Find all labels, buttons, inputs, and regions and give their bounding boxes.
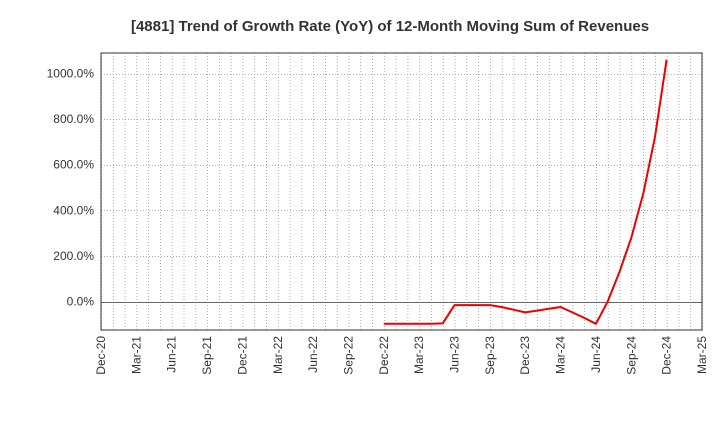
x-tick-label: Dec-21 bbox=[235, 336, 249, 375]
y-tick-label: 1000.0% bbox=[47, 67, 95, 81]
x-tick-label: Sep-23 bbox=[483, 336, 497, 375]
x-tick-labels: Dec-20 Mar-21 Jun-21 Sep-21 Dec-21 Mar-22 Jun-… bbox=[94, 336, 709, 375]
y-tick-label: 800.0% bbox=[53, 112, 94, 126]
chart-title: [4881] Trend of Growth Rate (YoY) of 12-… bbox=[131, 18, 649, 35]
y-tick-label: 200.0% bbox=[53, 249, 94, 263]
series-layer bbox=[383, 59, 668, 325]
grid-lines bbox=[101, 53, 703, 330]
x-tick-label: Jun-24 bbox=[589, 336, 603, 373]
series-line bbox=[383, 59, 668, 325]
x-tick-label: Mar-22 bbox=[271, 336, 285, 374]
x-tick-label: Mar-23 bbox=[412, 336, 426, 374]
x-tick-label: Sep-21 bbox=[200, 336, 214, 375]
y-tick-label: 600.0% bbox=[53, 158, 94, 172]
plot-area bbox=[101, 53, 702, 330]
x-tick-label: Dec-24 bbox=[660, 336, 674, 375]
x-tick-label: Jun-23 bbox=[448, 336, 462, 373]
x-tick-label: Jun-21 bbox=[165, 336, 179, 373]
y-tick-label: 400.0% bbox=[53, 203, 94, 217]
x-tick-label: Mar-21 bbox=[129, 336, 143, 374]
x-tick-label: Mar-24 bbox=[554, 336, 568, 374]
plot-frame bbox=[100, 52, 703, 331]
x-tick-label: Mar-25 bbox=[695, 336, 709, 374]
x-tick-label: Dec-22 bbox=[377, 336, 391, 375]
x-tick-label: Sep-24 bbox=[624, 336, 638, 375]
x-tick-label: Dec-23 bbox=[518, 336, 532, 375]
x-tick-label: Dec-20 bbox=[94, 336, 108, 375]
y-tick-label: 0.0% bbox=[67, 295, 95, 309]
y-tick-labels: 0.0% 200.0% 400.0% 600.0% 800.0% 1000.0% bbox=[47, 67, 95, 309]
x-tick-label: Jun-22 bbox=[306, 336, 320, 373]
x-tick-label: Sep-22 bbox=[341, 336, 355, 375]
